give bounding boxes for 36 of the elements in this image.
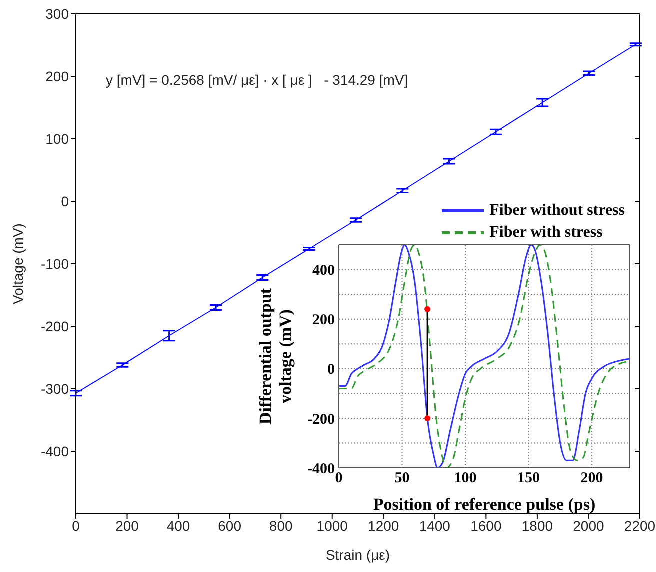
x-tick-label: 400 <box>166 518 190 534</box>
x-tick-label: 200 <box>116 518 140 534</box>
y-tick-label: 0 <box>61 193 70 210</box>
x-tick-label: 1000 <box>316 518 348 534</box>
x-tick-label: 100 <box>454 470 477 487</box>
y-tick-label: 200 <box>46 68 70 84</box>
x-tick-label: 200 <box>580 470 604 487</box>
x-tick-label: 1800 <box>522 518 554 534</box>
x-tick-label: 50 <box>394 470 410 487</box>
x-tick-label: 2000 <box>573 518 605 534</box>
x-tick-label: 1600 <box>470 518 502 534</box>
x-axis-title: Position of reference pulse (ps) <box>373 495 596 514</box>
x-axis-title: Strain (με) <box>326 547 390 563</box>
y-tick-label: 0 <box>328 362 335 378</box>
y-tick-label: 300 <box>46 6 70 22</box>
y-tick-label: -300 <box>40 380 70 397</box>
x-tick-label: 800 <box>269 518 293 534</box>
annotation: y [mV] = 0.2568 [mV/ με] · x [ με ] - 314.29 [mV] <box>106 72 408 88</box>
y-tick-label: 400 <box>312 263 335 280</box>
x-tick-label: 0 <box>72 518 80 534</box>
y-tick-label: 100 <box>46 130 70 147</box>
y-tick-label: -200 <box>308 412 335 428</box>
x-tick-label: 1400 <box>419 518 451 534</box>
y-axis-title: Voltage (mV) <box>10 224 26 304</box>
y-tick-label: -400 <box>40 443 70 460</box>
y-tick-label: -400 <box>308 461 335 478</box>
x-tick-label: 150 <box>518 470 540 487</box>
y-tick-label: 200 <box>312 312 335 329</box>
y-tick-label: -200 <box>40 318 70 334</box>
y-tick-label: -100 <box>40 256 70 272</box>
legend-label: Fiber with stress <box>490 224 603 242</box>
x-tick-label: 1200 <box>368 518 400 534</box>
x-tick-label: 2200 <box>624 518 656 534</box>
x-tick-label: 600 <box>218 518 242 534</box>
legend-label: Fiber without stress <box>490 202 625 220</box>
y-axis-title: Differential output voltage (mV) <box>256 288 295 425</box>
